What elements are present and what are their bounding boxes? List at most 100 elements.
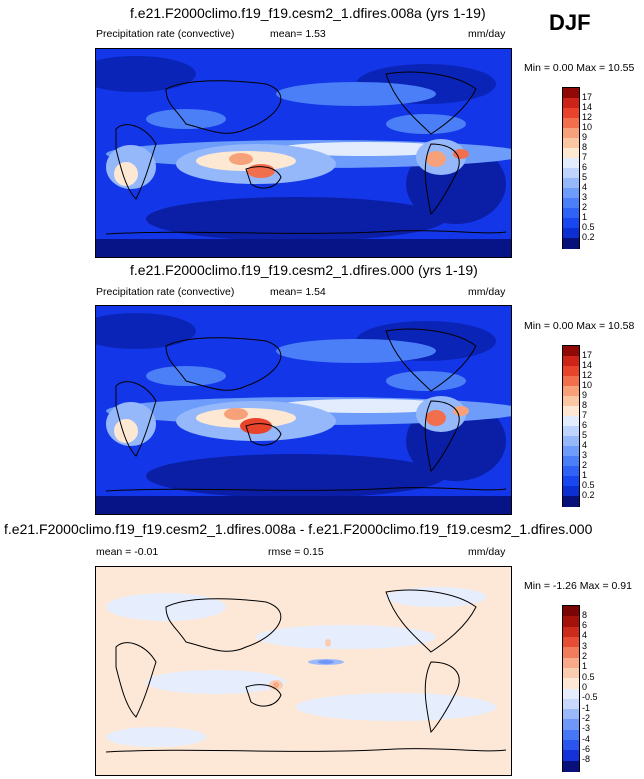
coastline-north-america [385,589,477,653]
panel3-colorbar [562,605,580,772]
colorbar-segment [563,346,579,357]
field-patch [229,153,253,165]
field-patch [96,313,196,349]
colorbar-tick-label: 2 [582,651,588,662]
coastline-australia [245,423,282,446]
colorbar-tick-label: 7 [582,409,588,420]
coastline-africa [115,642,157,718]
colorbar-segment [563,616,579,628]
field-patch [256,625,436,649]
colorbar-segment [563,228,579,239]
colorbar-tick-label: 14 [582,359,593,370]
coastlines [105,589,507,753]
field-patch [426,151,446,167]
colorbar-tick-label: 4 [582,630,588,641]
colorbar-tick-label: 0.2 [582,489,595,500]
colorbar-tick-label: 2 [582,459,588,470]
colorbar-tick-label: -3 [582,723,591,734]
coastline-antarctica [105,230,507,235]
colorbar-tick-label: 5 [582,171,588,182]
colorbar-segment [563,238,579,249]
field-patch [146,109,226,129]
field-patch [96,239,511,257]
colorbar-segment [563,128,579,139]
colorbar-segment [563,376,579,387]
colorbar-segment [563,386,579,397]
colorbar-tick-label: 3 [582,191,588,202]
colorbar-tick-label: 14 [582,101,593,112]
colorbar-segment [563,606,579,617]
colorbar-tick-label: 1 [582,211,588,222]
coastline-eurasia [165,80,282,134]
colorbar-segment [563,760,579,772]
colorbar-tick-label: 9 [582,389,588,400]
colorbar-tick-label: 5 [582,429,588,440]
panel2-title: f.e21.F2000climo.f19_f19.cesm2_1.dfires.… [130,262,478,278]
field-patch [96,56,196,92]
colorbar-tick-label: 10 [582,379,593,390]
colorbar-tick-label: -4 [582,733,591,744]
colorbar-segment [563,178,579,189]
panel1-units: mm/day [468,28,506,40]
colorbar-tick-label: -1 [582,702,591,713]
coastline-africa [115,124,157,200]
colorbar-tick-label: -6 [582,743,591,754]
field-patch [96,496,511,514]
colorbar-segment [563,416,579,427]
colorbar-segment [563,719,579,731]
field-patch [325,639,331,647]
field-patch [146,366,226,386]
field-patch [273,682,279,688]
field-patch [386,114,466,134]
coastline-eurasia [165,337,282,391]
field-patch [296,693,496,721]
colorbar-segment [563,636,579,648]
colorbar-segment [563,647,579,659]
field-patch [453,406,469,416]
panel3-mean: mean = -0.01 [96,546,159,558]
colorbar-segment [563,356,579,367]
panel2-map-field [96,306,511,514]
colorbar-tick-label: 6 [582,620,588,631]
panel1-map-field [96,49,511,257]
colorbar-segment [563,138,579,149]
colorbar-segment [563,626,579,638]
field-patch [276,82,436,106]
coastline-north-america [385,71,477,135]
colorbar-tick-label: 3 [582,640,588,651]
field-patch [146,197,446,241]
colorbar-tick-label: 0.5 [582,221,595,232]
colorbar-tick-label: 3 [582,449,588,460]
colorbar-segment [563,688,579,700]
colorbar-tick-label: 8 [582,399,588,410]
field-patch [386,371,466,391]
colorbar-segment [563,88,579,99]
colorbar-segment [563,698,579,710]
colorbar-segment [563,657,579,669]
coastline-eurasia [165,598,282,652]
coastline-australia [245,684,282,707]
field-patch [386,587,486,607]
panel1-variable: Precipitation rate (convective) [96,28,235,40]
colorbar-segment [563,396,579,407]
colorbar-segment [563,486,579,497]
colorbar-segment [563,426,579,437]
panel2-mean: mean= 1.54 [270,286,326,298]
coastlines [105,71,507,235]
field-patch [196,408,296,428]
colorbar-tick-label: 7 [582,151,588,162]
colorbar-segment [563,148,579,159]
field-patch [318,660,334,664]
panel1-mean: mean= 1.53 [270,28,326,40]
colorbar-segment [563,709,579,720]
colorbar-segment [563,667,579,679]
panel2-units: mm/day [468,286,506,298]
coastline-antarctica [105,487,507,492]
colorbar-segment [563,476,579,487]
coastline-south-america [424,400,460,473]
colorbar-segment [563,446,579,457]
colorbar-tick-label: 4 [582,181,588,192]
colorbar-segment [563,750,579,762]
colorbar-tick-label: 17 [582,349,593,360]
field-patch [276,339,436,363]
